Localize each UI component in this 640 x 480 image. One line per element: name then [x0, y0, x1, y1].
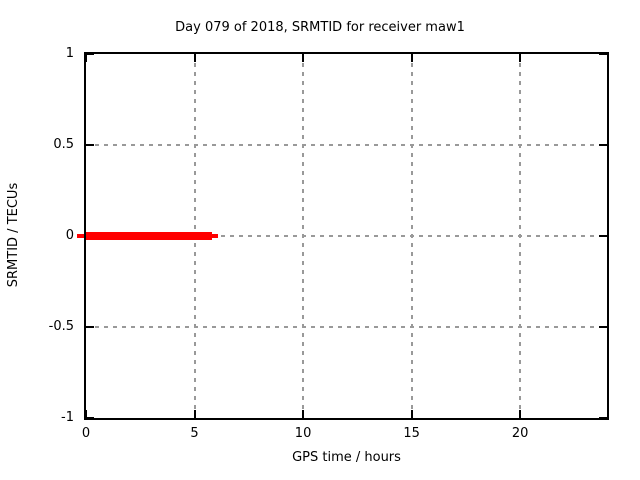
x-tick-mark-bottom	[85, 410, 87, 418]
x-tick-label: 15	[403, 426, 420, 441]
x-tick-mark-bottom	[302, 410, 305, 418]
x-tick-label: 20	[511, 426, 529, 441]
x-tick-label: 10	[294, 426, 312, 441]
chart-title: Day 079 of 2018, SRMTID for receiver maw…	[175, 20, 465, 35]
y-tick-mark-left	[86, 326, 94, 328]
y-tick-label: 1	[65, 46, 74, 61]
y-tick-mark-left	[86, 144, 94, 146]
y-tick-mark-left	[86, 417, 94, 419]
plot-area	[84, 52, 609, 420]
y-tick-mark-right	[599, 53, 607, 55]
y-tick-mark-right	[599, 417, 607, 419]
y-tick-mark-right	[599, 144, 607, 146]
x-tick-label: 5	[190, 426, 199, 441]
x-tick-mark-bottom	[410, 410, 413, 418]
x-tick-mark-top	[302, 54, 305, 62]
y-tick-mark-right	[599, 235, 607, 237]
x-tick-mark-top	[519, 54, 522, 62]
x-tick-mark-bottom	[193, 410, 196, 418]
y-tick-label: -1	[61, 410, 74, 425]
series-line-thick	[86, 232, 212, 240]
series-line-thin	[211, 234, 219, 238]
x-axis-label: GPS time / hours	[292, 450, 401, 465]
x-tick-mark-top	[410, 54, 413, 62]
x-tick-mark-bottom	[519, 410, 522, 418]
y-gridline	[86, 144, 607, 146]
y-tick-label: 0.5	[53, 137, 74, 152]
y-tick-label: -0.5	[48, 319, 74, 334]
y-tick-mark-right	[599, 326, 607, 328]
series-line-overhang	[77, 234, 84, 238]
y-tick-label: 0	[65, 228, 74, 243]
y-tick-mark-left	[86, 53, 94, 55]
y-gridline	[86, 235, 607, 237]
x-tick-mark-top	[85, 54, 87, 62]
x-tick-mark-top	[193, 54, 196, 62]
y-gridline	[86, 326, 607, 328]
x-tick-label: 0	[81, 426, 91, 441]
